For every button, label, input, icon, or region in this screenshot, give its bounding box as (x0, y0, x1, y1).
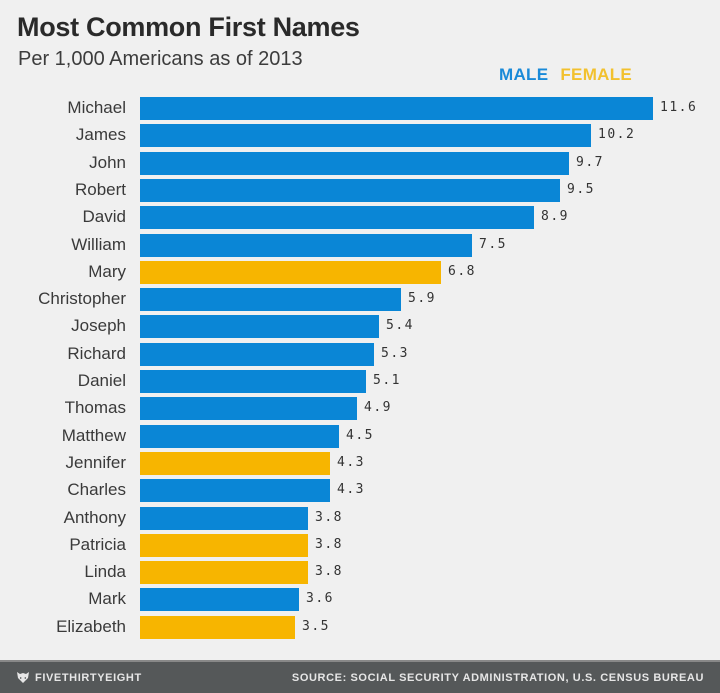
bar-male (140, 206, 534, 230)
brand-name: FIVETHIRTYEIGHT (35, 671, 142, 684)
bar-label: Joseph (71, 316, 126, 336)
bar-male (140, 424, 339, 448)
legend-male: MALE (499, 65, 549, 84)
bar-value: 9.7 (576, 154, 604, 170)
bar-value: 3.5 (302, 618, 330, 634)
bar-male (140, 479, 330, 503)
bar-male (140, 315, 379, 339)
bar-label: Christopher (38, 289, 126, 309)
bar-label: Mary (88, 261, 126, 281)
bar-male (140, 397, 357, 421)
bar-row: James 10.2 (0, 123, 720, 150)
bar-label: Michael (67, 98, 126, 117)
bar-label: William (71, 234, 126, 254)
bar-row: David 8.9 (0, 205, 720, 232)
bar-value: 11.6 (660, 100, 698, 115)
bar-row: Daniel 5.1 (0, 369, 720, 396)
bar-value: 7.5 (479, 236, 507, 252)
bar-value: 6.8 (448, 263, 476, 279)
brand: FIVETHIRTYEIGHT (16, 671, 142, 684)
legend: MALE FEMALE (499, 65, 632, 85)
bar-male (140, 288, 401, 312)
bar-label: Jennifer (65, 452, 126, 472)
bar-value: 4.3 (337, 454, 365, 470)
bar-row: Mark 3.6 (0, 587, 720, 614)
bar-value: 3.8 (315, 536, 343, 552)
bar-male (140, 588, 299, 612)
bar-row: John 9.7 (0, 151, 720, 178)
bar-value: 5.9 (408, 291, 436, 307)
bar-male (140, 506, 308, 530)
bar-value: 5.1 (373, 373, 401, 388)
bar-label: Thomas (64, 398, 126, 418)
bar-male (140, 124, 591, 148)
bar-row: Anthony 3.8 (0, 506, 720, 533)
source-text: SOURCE: SOCIAL SECURITY ADMINISTRATION, … (291, 671, 704, 684)
bar-label: David (82, 207, 126, 227)
bar-female (140, 533, 308, 557)
bar-label: Charles (67, 480, 126, 500)
bar-row: Charles 4.3 (0, 478, 720, 505)
bar-row: Thomas 4.9 (0, 396, 720, 423)
chart-subtitle: Per 1,000 Americans as of 2013 (18, 48, 303, 70)
bar-male (140, 151, 569, 175)
bar-value: 4.3 (337, 482, 365, 498)
bar-value: 5.3 (381, 345, 409, 361)
bar-row: Patricia 3.8 (0, 533, 720, 560)
bar-row: Linda 3.8 (0, 560, 720, 587)
bar-row: Elizabeth 3.5 (0, 615, 720, 642)
bar-value: 3.8 (315, 564, 343, 580)
bar-male (140, 370, 366, 393)
bar-label: James (75, 125, 126, 145)
bar-row: Joseph 5.4 (0, 314, 720, 341)
bar-label: Patricia (69, 534, 126, 554)
bar-row: Michael 11.6 (0, 96, 720, 123)
bar-female (140, 615, 295, 639)
bar-row: Christopher 5.9 (0, 287, 720, 314)
bar-female (140, 451, 330, 475)
bar-value: 3.8 (315, 509, 343, 525)
bar-row: Mary 6.8 (0, 260, 720, 287)
bar-row: Richard 5.3 (0, 342, 720, 369)
bar-label: Mark (88, 589, 126, 609)
legend-female: FEMALE (560, 65, 633, 84)
bar-male (140, 97, 653, 120)
bar-label: Elizabeth (56, 616, 126, 636)
bar-value: 5.4 (386, 318, 414, 334)
bar-value: 8.9 (541, 209, 569, 225)
bar-label: John (89, 152, 126, 172)
bar-label: Anthony (63, 507, 126, 527)
bar-row: William 7.5 (0, 233, 720, 260)
bar-label: Matthew (61, 425, 126, 445)
bar-label: Linda (84, 562, 126, 582)
bar-label: Richard (67, 343, 126, 363)
footer: FIVETHIRTYEIGHT SOURCE: SOCIAL SECURITY … (0, 660, 720, 693)
fox-logo-icon (17, 672, 29, 683)
bar-female (140, 260, 441, 284)
bar-row: Matthew 4.5 (0, 424, 720, 451)
bar-label: Robert (74, 179, 126, 199)
bar-row: Robert 9.5 (0, 178, 720, 205)
bar-value: 3.6 (306, 591, 334, 607)
bar-male (140, 233, 472, 257)
bar-row: Jennifer 4.3 (0, 451, 720, 478)
chart-title: Most Common First Names (17, 12, 360, 42)
bar-label: Daniel (77, 371, 126, 390)
bar-value: 4.5 (346, 427, 374, 443)
bar-value: 4.9 (364, 400, 392, 416)
bar-value: 10.2 (598, 127, 636, 143)
bar-male (140, 342, 374, 366)
bar-value: 9.5 (567, 181, 595, 197)
bar-female (140, 561, 308, 585)
bar-male (140, 178, 560, 202)
